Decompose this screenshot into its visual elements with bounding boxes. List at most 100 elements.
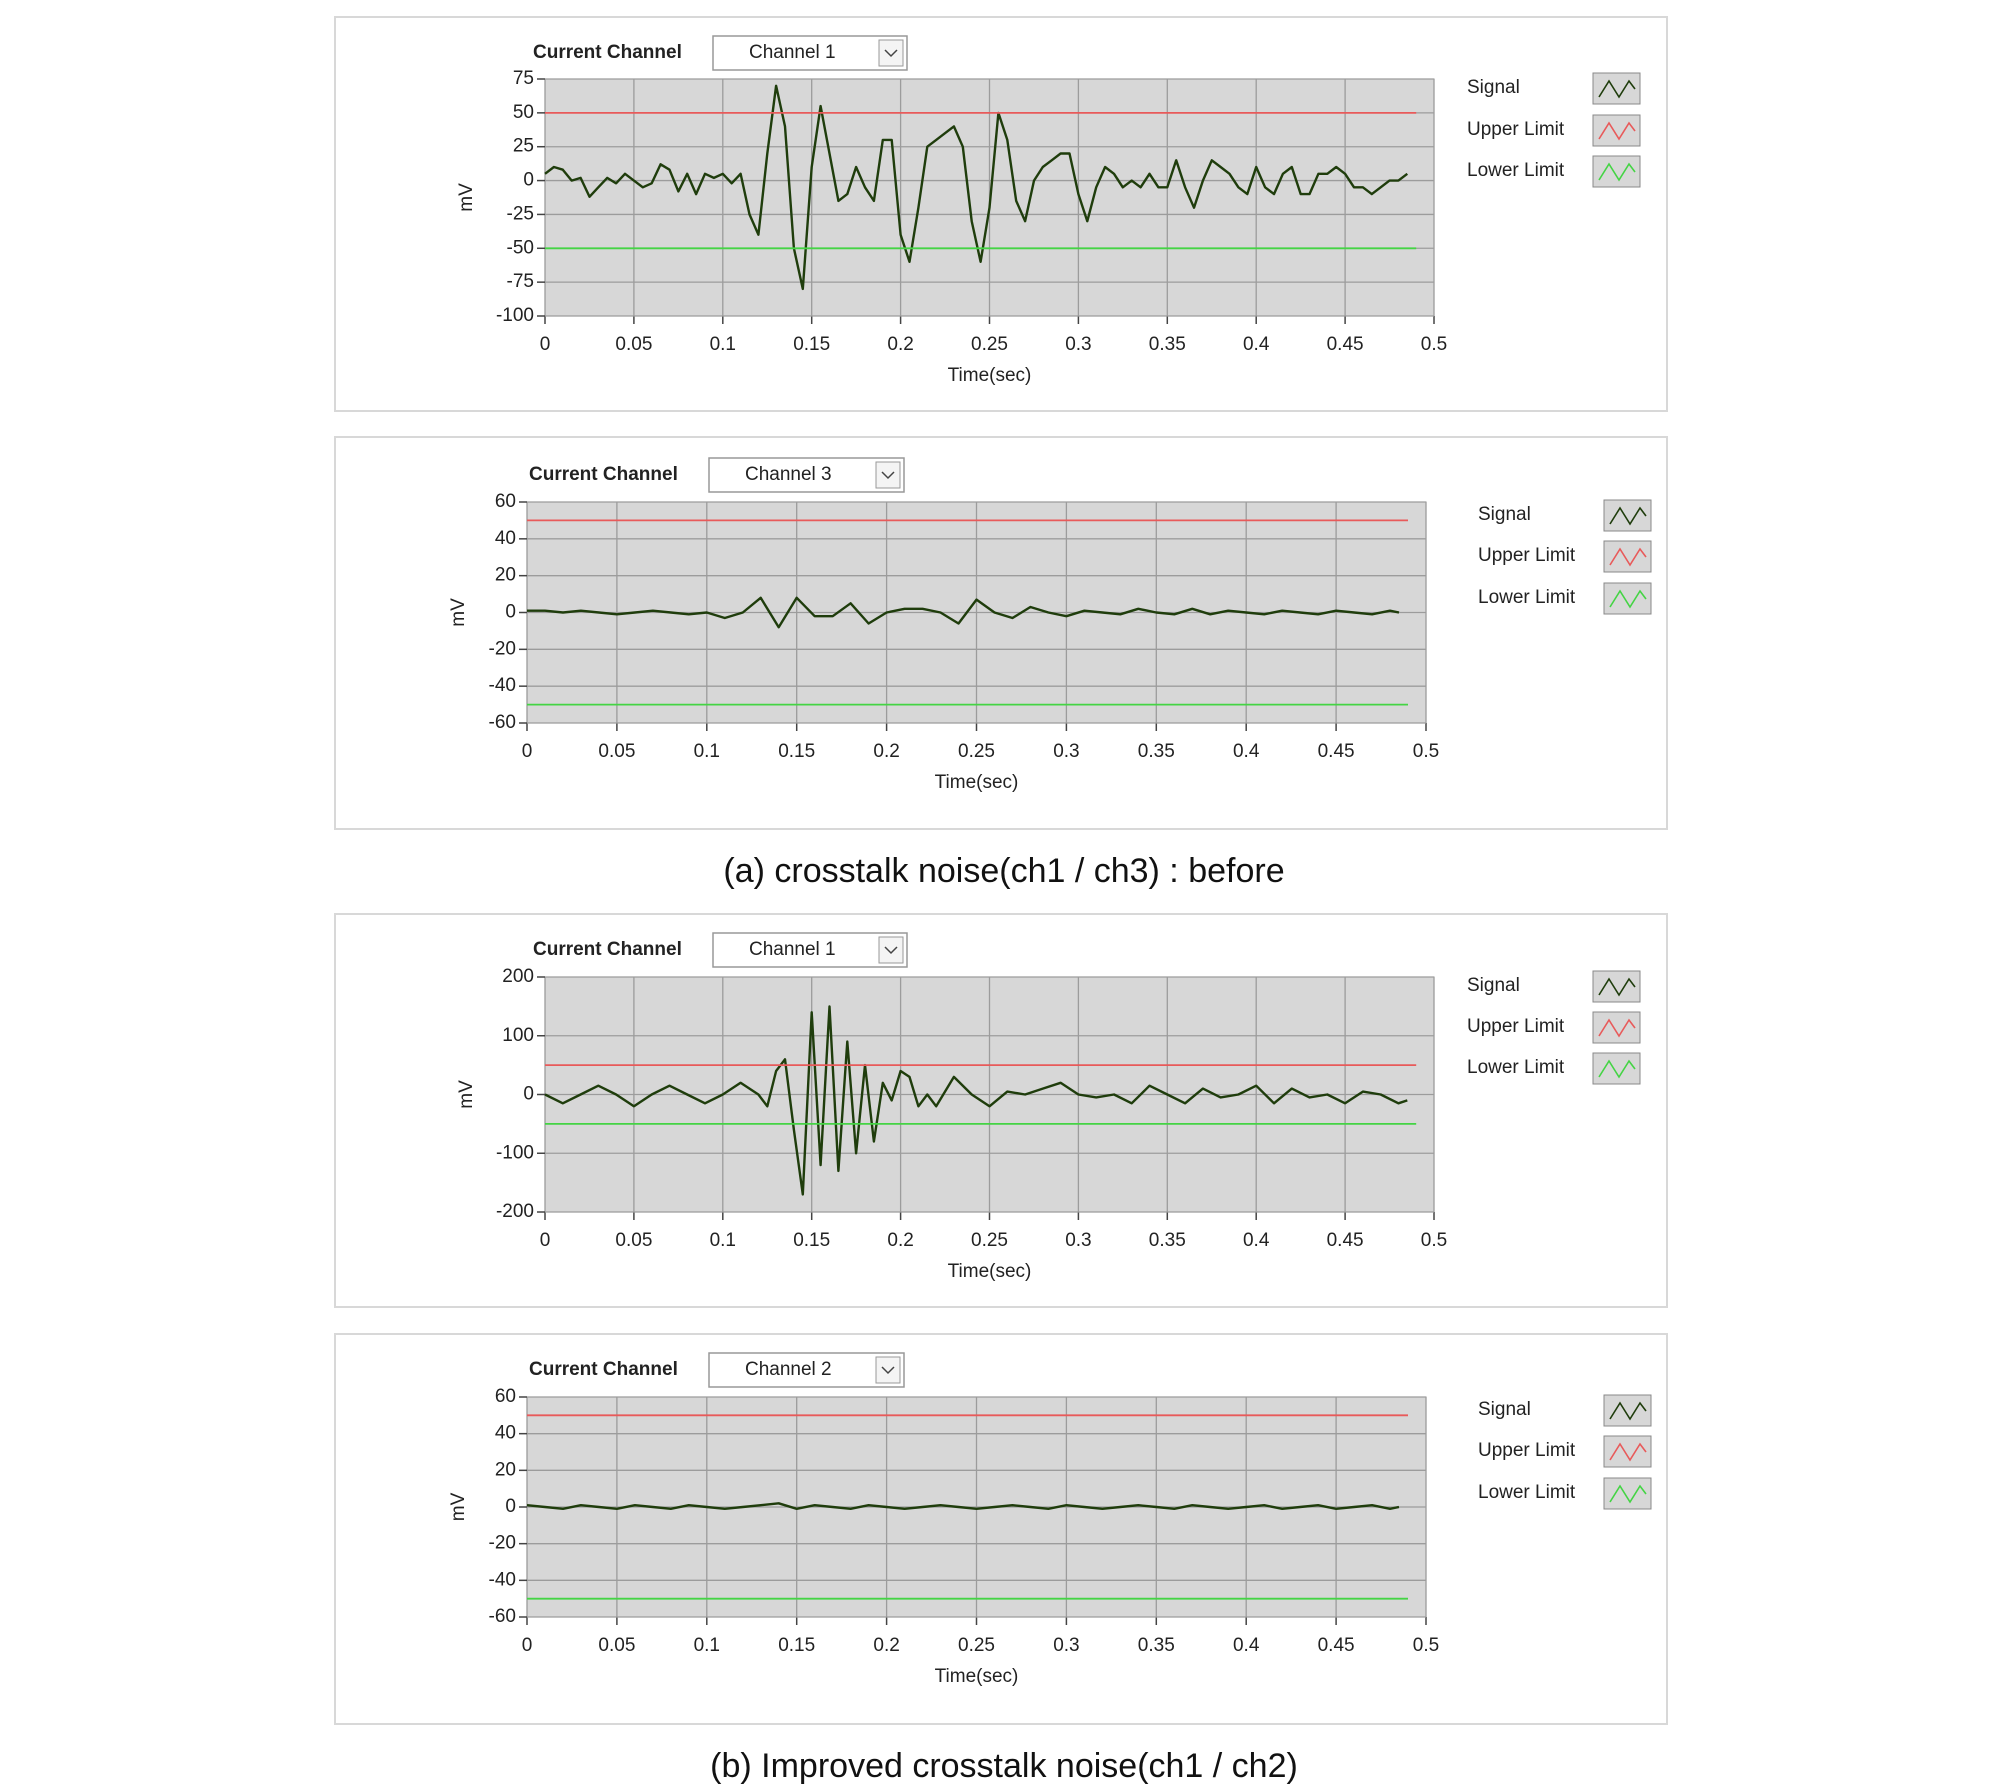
x-tick-label: 0.4 (1233, 1635, 1260, 1656)
y-axis-label: mV (448, 598, 469, 627)
control-label: Current Channel (533, 42, 682, 63)
channel-dropdown[interactable] (712, 35, 908, 71)
x-tick-label: 0.2 (873, 1635, 899, 1656)
legend-swatch (1598, 79, 1636, 99)
x-tick-label: 0.5 (1413, 1635, 1439, 1656)
legend-label: Upper Limit (1467, 1016, 1565, 1037)
legend-label: Signal (1467, 975, 1520, 996)
legend-icon (1603, 499, 1652, 532)
signal-line (526, 1502, 1400, 1510)
y-tick-label: 0 (523, 170, 534, 191)
dropdown-button (878, 39, 904, 67)
x-tick-label: 0.2 (887, 334, 913, 355)
x-tick-label: 0.4 (1243, 1230, 1270, 1251)
x-tick-label: 0 (540, 334, 551, 355)
legend-icon (1592, 114, 1641, 147)
channel-value: Channel 3 (745, 464, 832, 485)
y-tick-label: -25 (507, 203, 534, 224)
signal-line (544, 84, 1409, 291)
x-tick-label: 0.25 (971, 1230, 1008, 1251)
dropdown-arrow (881, 1366, 895, 1375)
x-tick-label: 0.3 (1065, 1230, 1091, 1251)
x-tick-label: 0.25 (971, 334, 1008, 355)
y-tick-label: -20 (489, 1533, 516, 1554)
x-tick-label: 0 (522, 1635, 533, 1656)
y-tick-label: 200 (502, 966, 534, 987)
x-tick-label: 0.5 (1413, 741, 1439, 762)
x-tick-label: 0.3 (1053, 741, 1079, 762)
y-tick-label: -100 (496, 1142, 534, 1163)
dropdown-arrow (884, 49, 898, 58)
legend-label: Lower Limit (1467, 1057, 1565, 1078)
x-tick-label: 0.1 (694, 741, 720, 762)
legend-label: Lower Limit (1478, 587, 1576, 608)
legend-label: Lower Limit (1478, 1482, 1576, 1503)
y-tick-label: 0 (505, 602, 516, 623)
legend-icon (1603, 1394, 1652, 1427)
channel-dropdown[interactable] (708, 457, 905, 493)
legend-swatch (1598, 162, 1636, 182)
x-tick-label: 0.35 (1149, 334, 1186, 355)
x-tick-label: 0.45 (1318, 1635, 1355, 1656)
caption: (a) crosstalk noise(ch1 / ch3) : before (723, 852, 1284, 890)
dropdown-arrow (884, 946, 898, 955)
y-tick-label: 0 (523, 1084, 534, 1105)
legend-label: Signal (1478, 1399, 1531, 1420)
dropdown-button (878, 936, 904, 964)
x-tick-label: 0.35 (1149, 1230, 1186, 1251)
legend-swatch (1609, 589, 1647, 609)
x-tick-label: 0.3 (1065, 334, 1091, 355)
x-axis-label: Time(sec) (948, 365, 1032, 386)
x-tick-label: 0.25 (958, 1635, 995, 1656)
legend-swatch (1598, 1059, 1636, 1079)
channel-dropdown[interactable] (712, 932, 908, 968)
y-tick-label: -60 (489, 712, 516, 733)
y-tick-label: -50 (507, 237, 534, 258)
x-tick-label: 0.25 (958, 741, 995, 762)
legend-label: Upper Limit (1467, 119, 1565, 140)
y-tick-label: 100 (502, 1025, 534, 1046)
x-tick-label: 0.15 (793, 334, 830, 355)
y-tick-label: 25 (513, 136, 534, 157)
legend-label: Lower Limit (1467, 160, 1565, 181)
channel-value: Channel 2 (745, 1359, 832, 1380)
channel-dropdown[interactable] (708, 1352, 905, 1388)
x-tick-label: 0.2 (887, 1230, 913, 1251)
legend-icon (1592, 970, 1641, 1003)
legend-icon (1592, 1011, 1641, 1044)
channel-value: Channel 1 (749, 939, 836, 960)
signal-line (527, 596, 1400, 629)
x-tick-label: 0.2 (873, 741, 899, 762)
legend-swatch (1598, 1018, 1636, 1038)
legend-label: Upper Limit (1478, 1440, 1576, 1461)
legend-swatch (1609, 506, 1647, 526)
x-tick-label: 0.15 (793, 1230, 830, 1251)
y-axis-label: mV (448, 1492, 469, 1521)
x-tick-label: 0.3 (1053, 1635, 1079, 1656)
x-tick-label: 0.45 (1327, 334, 1364, 355)
x-tick-label: 0.4 (1243, 334, 1270, 355)
caption: (b) Improved crosstalk noise(ch1 / ch2) (710, 1747, 1298, 1785)
legend-swatch (1609, 547, 1647, 567)
y-tick-label: 60 (495, 1386, 516, 1407)
x-axis-label: Time(sec) (948, 1261, 1032, 1282)
x-tick-label: 0.1 (710, 334, 736, 355)
y-tick-label: 40 (495, 1423, 516, 1444)
x-tick-label: 0 (540, 1230, 551, 1251)
y-tick-label: 0 (505, 1496, 516, 1517)
x-tick-label: 0.35 (1138, 741, 1175, 762)
y-tick-label: -75 (507, 271, 534, 292)
legend-swatch (1609, 1401, 1647, 1421)
x-tick-label: 0.1 (710, 1230, 736, 1251)
signal-line (544, 1005, 1408, 1196)
legend-icon (1592, 155, 1641, 188)
y-tick-label: -100 (496, 305, 534, 326)
control-label: Current Channel (529, 1359, 678, 1380)
x-axis-label: Time(sec) (935, 1666, 1019, 1687)
dropdown-button (875, 1356, 901, 1384)
y-axis-label: mV (456, 183, 477, 212)
x-tick-label: 0.5 (1421, 334, 1447, 355)
x-tick-label: 0.05 (615, 1230, 652, 1251)
y-tick-label: -40 (489, 675, 516, 696)
